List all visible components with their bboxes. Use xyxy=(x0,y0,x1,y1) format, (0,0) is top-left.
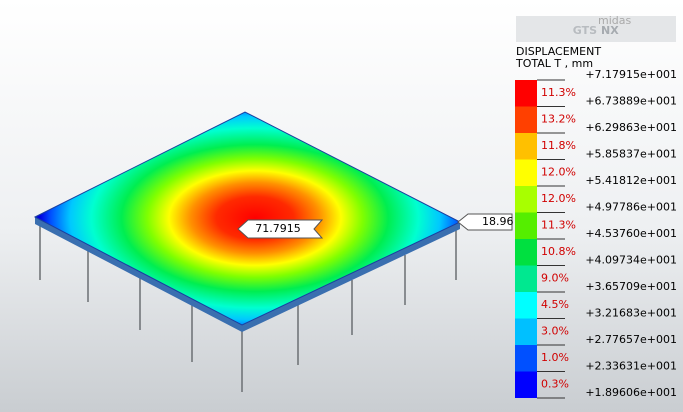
legend-percent: 12.0% xyxy=(541,166,576,179)
legend-percent: 10.8% xyxy=(541,245,576,258)
legend-percent: 11.3% xyxy=(541,219,576,232)
legend-percent: 4.5% xyxy=(541,298,569,311)
legend-level: +2.77657e+001 xyxy=(585,333,677,346)
legend-level: +6.29863e+001 xyxy=(585,121,677,134)
legend-level: +4.53760e+001 xyxy=(585,227,677,240)
legend-percent: 1.0% xyxy=(541,351,569,364)
legend-level: +3.21683e+001 xyxy=(585,307,677,320)
legend-percent: 13.2% xyxy=(541,113,576,126)
legend-percent: 0.3% xyxy=(541,378,569,391)
legend-percent: 12.0% xyxy=(541,192,576,205)
legend-swatch xyxy=(515,239,537,266)
legend-swatch xyxy=(515,107,537,134)
legend-swatch xyxy=(515,186,537,213)
legend-swatch xyxy=(515,80,537,107)
legend-swatch xyxy=(515,133,537,160)
legend-swatch xyxy=(515,372,537,399)
legend-level: +6.73889e+001 xyxy=(585,95,677,108)
legend-swatch xyxy=(515,266,537,293)
legend-swatch xyxy=(515,292,537,319)
legend-level: +7.17915e+001 xyxy=(585,68,677,81)
legend-level: +5.85837e+001 xyxy=(585,148,677,161)
logo-suffix: NX xyxy=(601,24,619,37)
legend-level: +3.65709e+001 xyxy=(585,280,677,293)
legend-level: +4.97786e+001 xyxy=(585,201,677,214)
legend-swatch xyxy=(515,213,537,240)
screenshot: 71.7915 18.96 midas GTS NX DISPLACEMENT … xyxy=(0,0,683,412)
legend-percent: 11.3% xyxy=(541,86,576,99)
legend-level: +2.33631e+001 xyxy=(585,360,677,373)
logo-product: GTS xyxy=(573,24,597,37)
legend-level: +5.41812e+001 xyxy=(585,174,677,187)
legend-percent: 3.0% xyxy=(541,325,569,338)
max-label: 71.7915 xyxy=(255,222,301,235)
legend-subtitle: TOTAL T , mm xyxy=(515,57,593,70)
legend-swatch xyxy=(515,319,537,346)
legend-percent: 11.8% xyxy=(541,139,576,152)
min-label: 18.96 xyxy=(482,215,514,228)
legend-level: +4.09734e+001 xyxy=(585,254,677,267)
legend-swatch xyxy=(515,160,537,187)
legend-percent: 9.0% xyxy=(541,272,569,285)
legend-level: +1.89606e+001 xyxy=(585,386,677,399)
legend-swatch xyxy=(515,345,537,372)
